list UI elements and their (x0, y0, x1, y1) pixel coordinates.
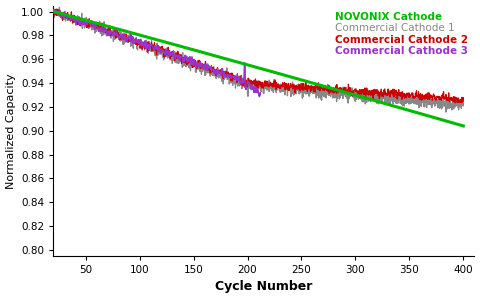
Commercial Cathode 1 (449, 105, 455, 109)
Commercial Cathode 1 (239, 83, 245, 86)
Commercial Cathode 2 (460, 99, 466, 103)
Commercial Cathode 3 (104, 34, 110, 38)
Commercial Cathode 3 (50, 11, 56, 14)
Commercial Cathode 2 (50, 11, 56, 14)
NOVONIX Cathode (50, 10, 56, 13)
Commercial Cathode 2 (275, 83, 280, 87)
Commercial Cathode 3 (51, 8, 57, 11)
Commercial Cathode 3 (207, 65, 213, 69)
Line: Commercial Cathode 1: Commercial Cathode 1 (53, 7, 463, 112)
Commercial Cathode 3 (189, 56, 195, 59)
Commercial Cathode 2 (452, 101, 458, 105)
Commercial Cathode 2 (228, 71, 234, 75)
Commercial Cathode 2 (120, 33, 126, 37)
Commercial Cathode 3 (257, 95, 263, 98)
Line: Commercial Cathode 3: Commercial Cathode 3 (53, 10, 261, 97)
Commercial Cathode 1 (50, 9, 56, 12)
Commercial Cathode 1 (57, 6, 62, 9)
Commercial Cathode 2 (54, 7, 60, 11)
NOVONIX Cathode (460, 124, 466, 128)
Commercial Cathode 1 (449, 108, 455, 112)
Legend: NOVONIX Cathode, Commercial Cathode 1, Commercial Cathode 2, Commercial Cathode : NOVONIX Cathode, Commercial Cathode 1, C… (317, 11, 469, 57)
X-axis label: Cycle Number: Cycle Number (215, 280, 312, 293)
Commercial Cathode 2 (189, 64, 195, 67)
Commercial Cathode 3 (258, 93, 264, 96)
Commercial Cathode 2 (105, 30, 111, 34)
NOVONIX Cathode (404, 108, 409, 112)
Commercial Cathode 1 (250, 82, 256, 86)
Commercial Cathode 1 (373, 99, 379, 102)
Commercial Cathode 1 (72, 15, 77, 19)
Commercial Cathode 1 (443, 110, 449, 114)
Commercial Cathode 3 (173, 53, 179, 56)
Commercial Cathode 2 (266, 85, 272, 89)
NOVONIX Cathode (312, 82, 317, 86)
Y-axis label: Normalized Capacity: Normalized Capacity (6, 73, 15, 189)
Commercial Cathode 1 (460, 96, 466, 100)
Commercial Cathode 3 (144, 42, 150, 45)
NOVONIX Cathode (288, 75, 294, 79)
NOVONIX Cathode (75, 16, 81, 20)
Commercial Cathode 3 (87, 22, 93, 25)
Line: NOVONIX Cathode: NOVONIX Cathode (53, 12, 463, 126)
Line: Commercial Cathode 2: Commercial Cathode 2 (53, 9, 463, 103)
NOVONIX Cathode (361, 96, 367, 100)
NOVONIX Cathode (300, 78, 305, 82)
